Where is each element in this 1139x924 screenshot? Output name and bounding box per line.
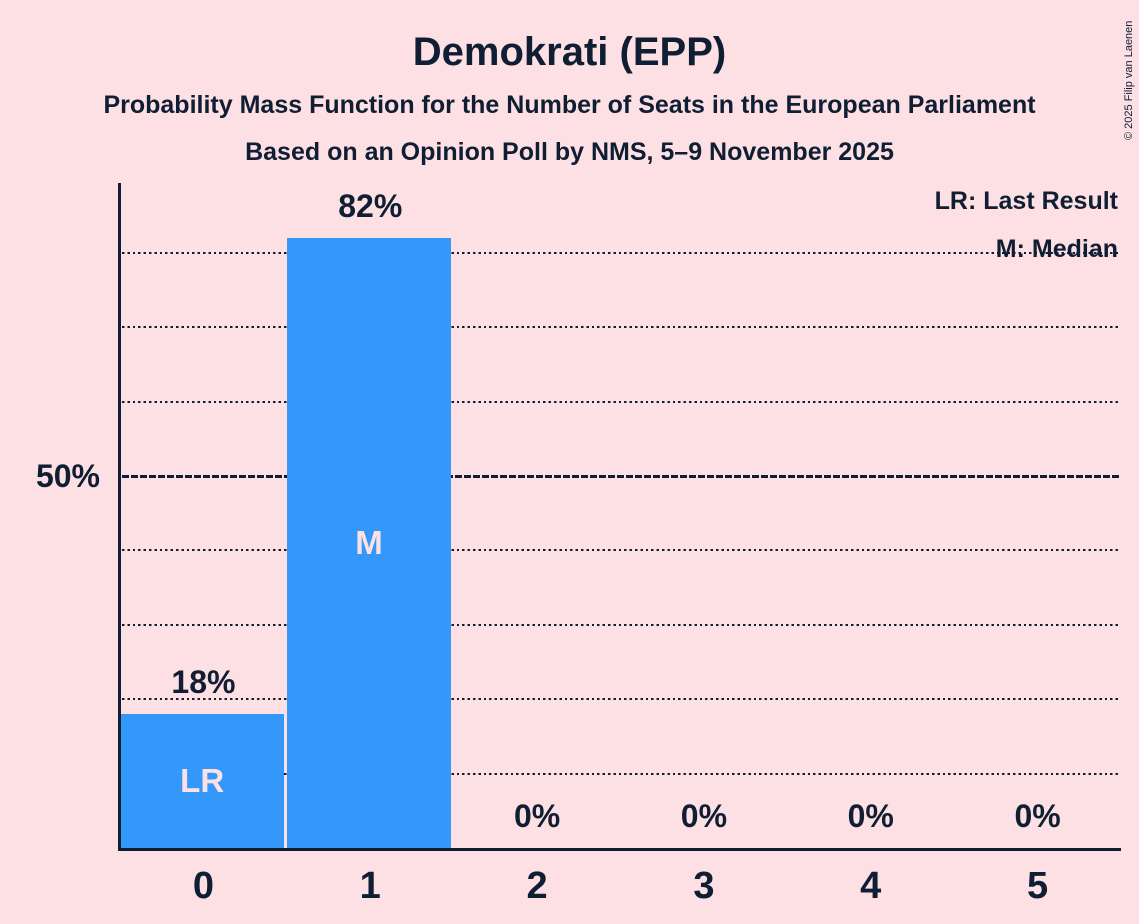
gridline-dotted-70 xyxy=(122,326,1121,329)
x-axis-tick-label-4: 4 xyxy=(860,865,882,907)
bar-annotation-m: M xyxy=(355,523,383,561)
legend-median: M: Median xyxy=(995,235,1118,263)
bar-seats-1: M xyxy=(286,237,452,848)
gridline-solid-50 xyxy=(122,474,1121,478)
x-axis-line xyxy=(118,848,1121,851)
chart-subtitle-line1: Probability Mass Function for the Number… xyxy=(103,91,1036,119)
gridline-dotted-20 xyxy=(122,698,1121,701)
legend-last-result: LR: Last Result xyxy=(934,187,1118,215)
y-axis-line xyxy=(118,183,121,851)
gridline-dotted-80 xyxy=(122,251,1121,254)
gridline-dotted-40 xyxy=(122,549,1121,552)
x-axis-tick-label-3: 3 xyxy=(693,865,715,907)
x-axis-tick-label-1: 1 xyxy=(359,865,381,907)
copyright-notice: © 2025 Filip van Laenen xyxy=(1123,20,1135,140)
y-axis-tick-label-50: 50% xyxy=(35,458,100,494)
value-label-seats-1: 82% xyxy=(338,187,403,224)
gridline-dotted-30 xyxy=(122,623,1121,626)
bar-seats-0: LR xyxy=(120,714,285,848)
gridline-dotted-60 xyxy=(122,400,1121,403)
bar-annotation-lr: LR xyxy=(180,762,225,800)
x-axis-tick-label-5: 5 xyxy=(1027,865,1049,907)
legend: LR: Last Result M: Median xyxy=(935,177,1118,273)
value-label-seats-5: 0% xyxy=(1014,798,1061,834)
x-axis-tick-label-2: 2 xyxy=(526,865,548,907)
chart-subtitle-line2: Based on an Opinion Poll by NMS, 5–9 Nov… xyxy=(245,138,894,166)
value-label-seats-3: 0% xyxy=(680,798,728,834)
value-label-seats-4: 0% xyxy=(847,798,894,834)
plot-area: LR 18% 0 M 82% 1 0% 2 0% 3 0% 4 0% 5 xyxy=(118,183,1121,907)
value-label-seats-2: 0% xyxy=(513,798,561,834)
value-label-seats-0: 18% xyxy=(171,664,236,701)
chart-title: Demokrati (EPP) xyxy=(412,30,727,74)
x-axis-tick-label-0: 0 xyxy=(192,865,214,907)
gridline-dotted-10 xyxy=(122,772,1121,775)
